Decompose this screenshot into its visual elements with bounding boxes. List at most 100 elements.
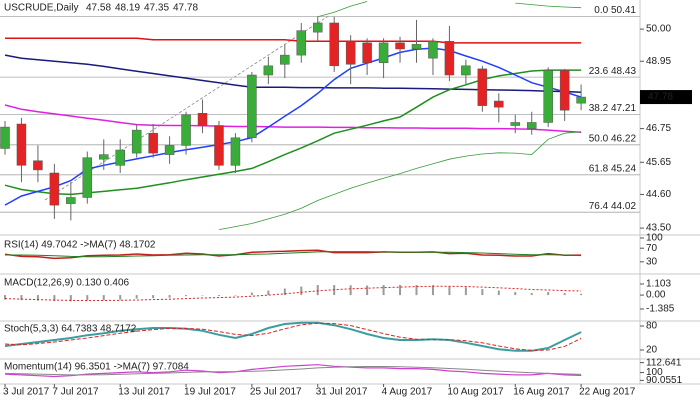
x-tick-label: 3 Jul 2017 bbox=[3, 387, 50, 398]
candle-body bbox=[461, 65, 471, 76]
header-value: 48.19 bbox=[115, 3, 140, 14]
histogram-bar bbox=[464, 287, 467, 296]
indicator-line bbox=[4, 366, 582, 376]
y-tick-label: 100 bbox=[646, 233, 663, 244]
y-tick-label: 112.641 bbox=[646, 357, 682, 368]
y-tick-label: 70 bbox=[646, 243, 658, 254]
y-tick-label: 45.65 bbox=[646, 157, 671, 168]
histogram-bar bbox=[217, 295, 220, 297]
y-tick-label: 0.00 bbox=[646, 290, 666, 301]
candle-body bbox=[49, 172, 60, 206]
candle-body bbox=[0, 126, 10, 149]
histogram-bar bbox=[234, 295, 237, 296]
fib-label: 50.0 46.22 bbox=[589, 133, 637, 144]
histogram-bar bbox=[399, 285, 402, 296]
histogram-bar bbox=[267, 290, 270, 296]
fib-label: 76.4 44.02 bbox=[589, 201, 637, 212]
y-tick-label: 80 bbox=[646, 321, 658, 332]
histogram-bar bbox=[415, 285, 418, 296]
candle-body bbox=[181, 114, 191, 146]
fib-label: 61.8 45.24 bbox=[589, 163, 637, 174]
histogram-bar bbox=[563, 293, 566, 296]
panel-title: MACD(12,26,9) 0.130 0.406 bbox=[4, 278, 130, 289]
candle-body bbox=[33, 160, 43, 171]
histogram-bar bbox=[69, 295, 72, 302]
histogram-bar bbox=[4, 295, 6, 300]
indicator-line bbox=[4, 249, 582, 260]
fib-label: 23.6 48.43 bbox=[589, 66, 637, 77]
candle-body bbox=[296, 30, 307, 56]
histogram-bar bbox=[547, 292, 550, 296]
candle-body bbox=[164, 145, 175, 155]
panel-title: Momentum(14) 96.3501 ->MA(7) 97.7084 bbox=[4, 362, 189, 373]
y-tick-label: 50.00 bbox=[646, 24, 671, 35]
histogram-bar bbox=[497, 290, 500, 296]
candle-body bbox=[477, 68, 488, 106]
candle-body bbox=[510, 122, 521, 126]
x-tick-label: 4 Aug 2017 bbox=[382, 387, 433, 398]
y-tick-label: 100 bbox=[646, 367, 663, 378]
y-tick-label: 1.103 bbox=[646, 279, 671, 290]
y-tick-label: 90.0551 bbox=[646, 375, 683, 386]
x-tick-label: 7 Jul 2017 bbox=[52, 387, 99, 398]
x-tick-label: 25 Jul 2017 bbox=[250, 387, 302, 398]
candle-body bbox=[66, 197, 76, 204]
histogram-bar bbox=[382, 285, 385, 296]
candle-body bbox=[428, 41, 438, 59]
candle-body bbox=[395, 42, 405, 50]
histogram-bar bbox=[514, 292, 517, 296]
indicator-line bbox=[5, 37, 582, 44]
histogram-bar bbox=[185, 295, 188, 297]
histogram-bar bbox=[366, 285, 369, 296]
candle-body bbox=[345, 41, 356, 65]
candle-body bbox=[444, 41, 455, 76]
y-tick-label: 20 bbox=[646, 345, 658, 356]
histogram-bar bbox=[135, 295, 138, 299]
candle-body bbox=[559, 70, 570, 111]
candle-body bbox=[214, 125, 224, 166]
candle-body bbox=[230, 137, 241, 166]
candle-body bbox=[576, 96, 586, 104]
indicator-line bbox=[4, 285, 582, 302]
histogram-bar bbox=[349, 285, 352, 296]
panel-title: Stoch(5,3,3) 64.7383 48.7172 bbox=[4, 324, 137, 335]
histogram-bar bbox=[431, 285, 434, 296]
x-tick-label: 16 Aug 2017 bbox=[513, 387, 570, 398]
histogram-bar bbox=[119, 295, 122, 300]
x-tick-label: 19 Jul 2017 bbox=[184, 387, 236, 398]
price-label: 47.78 bbox=[648, 92, 673, 103]
candle-body bbox=[263, 65, 274, 76]
histogram-bar bbox=[580, 293, 583, 296]
histogram-bar bbox=[250, 292, 253, 296]
indicator-line bbox=[4, 321, 582, 352]
trend-line bbox=[44, 14, 331, 201]
indicator-line bbox=[4, 104, 582, 134]
indicator-line bbox=[218, 131, 582, 230]
indicator-line bbox=[4, 364, 582, 378]
y-tick-label: 30 bbox=[646, 256, 658, 267]
y-tick-label: 44.60 bbox=[646, 189, 671, 200]
histogram-bar bbox=[283, 288, 286, 296]
y-tick-label: 48.95 bbox=[646, 56, 671, 67]
histogram-bar bbox=[53, 295, 56, 302]
header-value: 47.35 bbox=[144, 3, 169, 14]
candle-body bbox=[115, 149, 125, 166]
histogram-bar bbox=[481, 289, 484, 296]
main-plot bbox=[0, 1, 640, 230]
x-tick-label: 31 Jul 2017 bbox=[316, 387, 368, 398]
histogram-bar bbox=[530, 293, 533, 296]
x-tick-label: 13 Jul 2017 bbox=[118, 387, 170, 398]
x-tick-label: 10 Aug 2017 bbox=[447, 387, 504, 398]
indicator-line bbox=[5, 251, 582, 258]
candle-body bbox=[197, 113, 208, 126]
indicator-line bbox=[4, 47, 582, 206]
candle-body bbox=[312, 22, 323, 33]
price-box bbox=[640, 90, 692, 105]
fib-label: 38.2 47.21 bbox=[589, 103, 637, 114]
fib-label: 0.0 50.41 bbox=[594, 5, 636, 16]
candle-body bbox=[131, 129, 142, 154]
histogram-bar bbox=[102, 295, 105, 301]
candle-body bbox=[82, 157, 93, 198]
header-value: 47.58 bbox=[86, 3, 111, 14]
